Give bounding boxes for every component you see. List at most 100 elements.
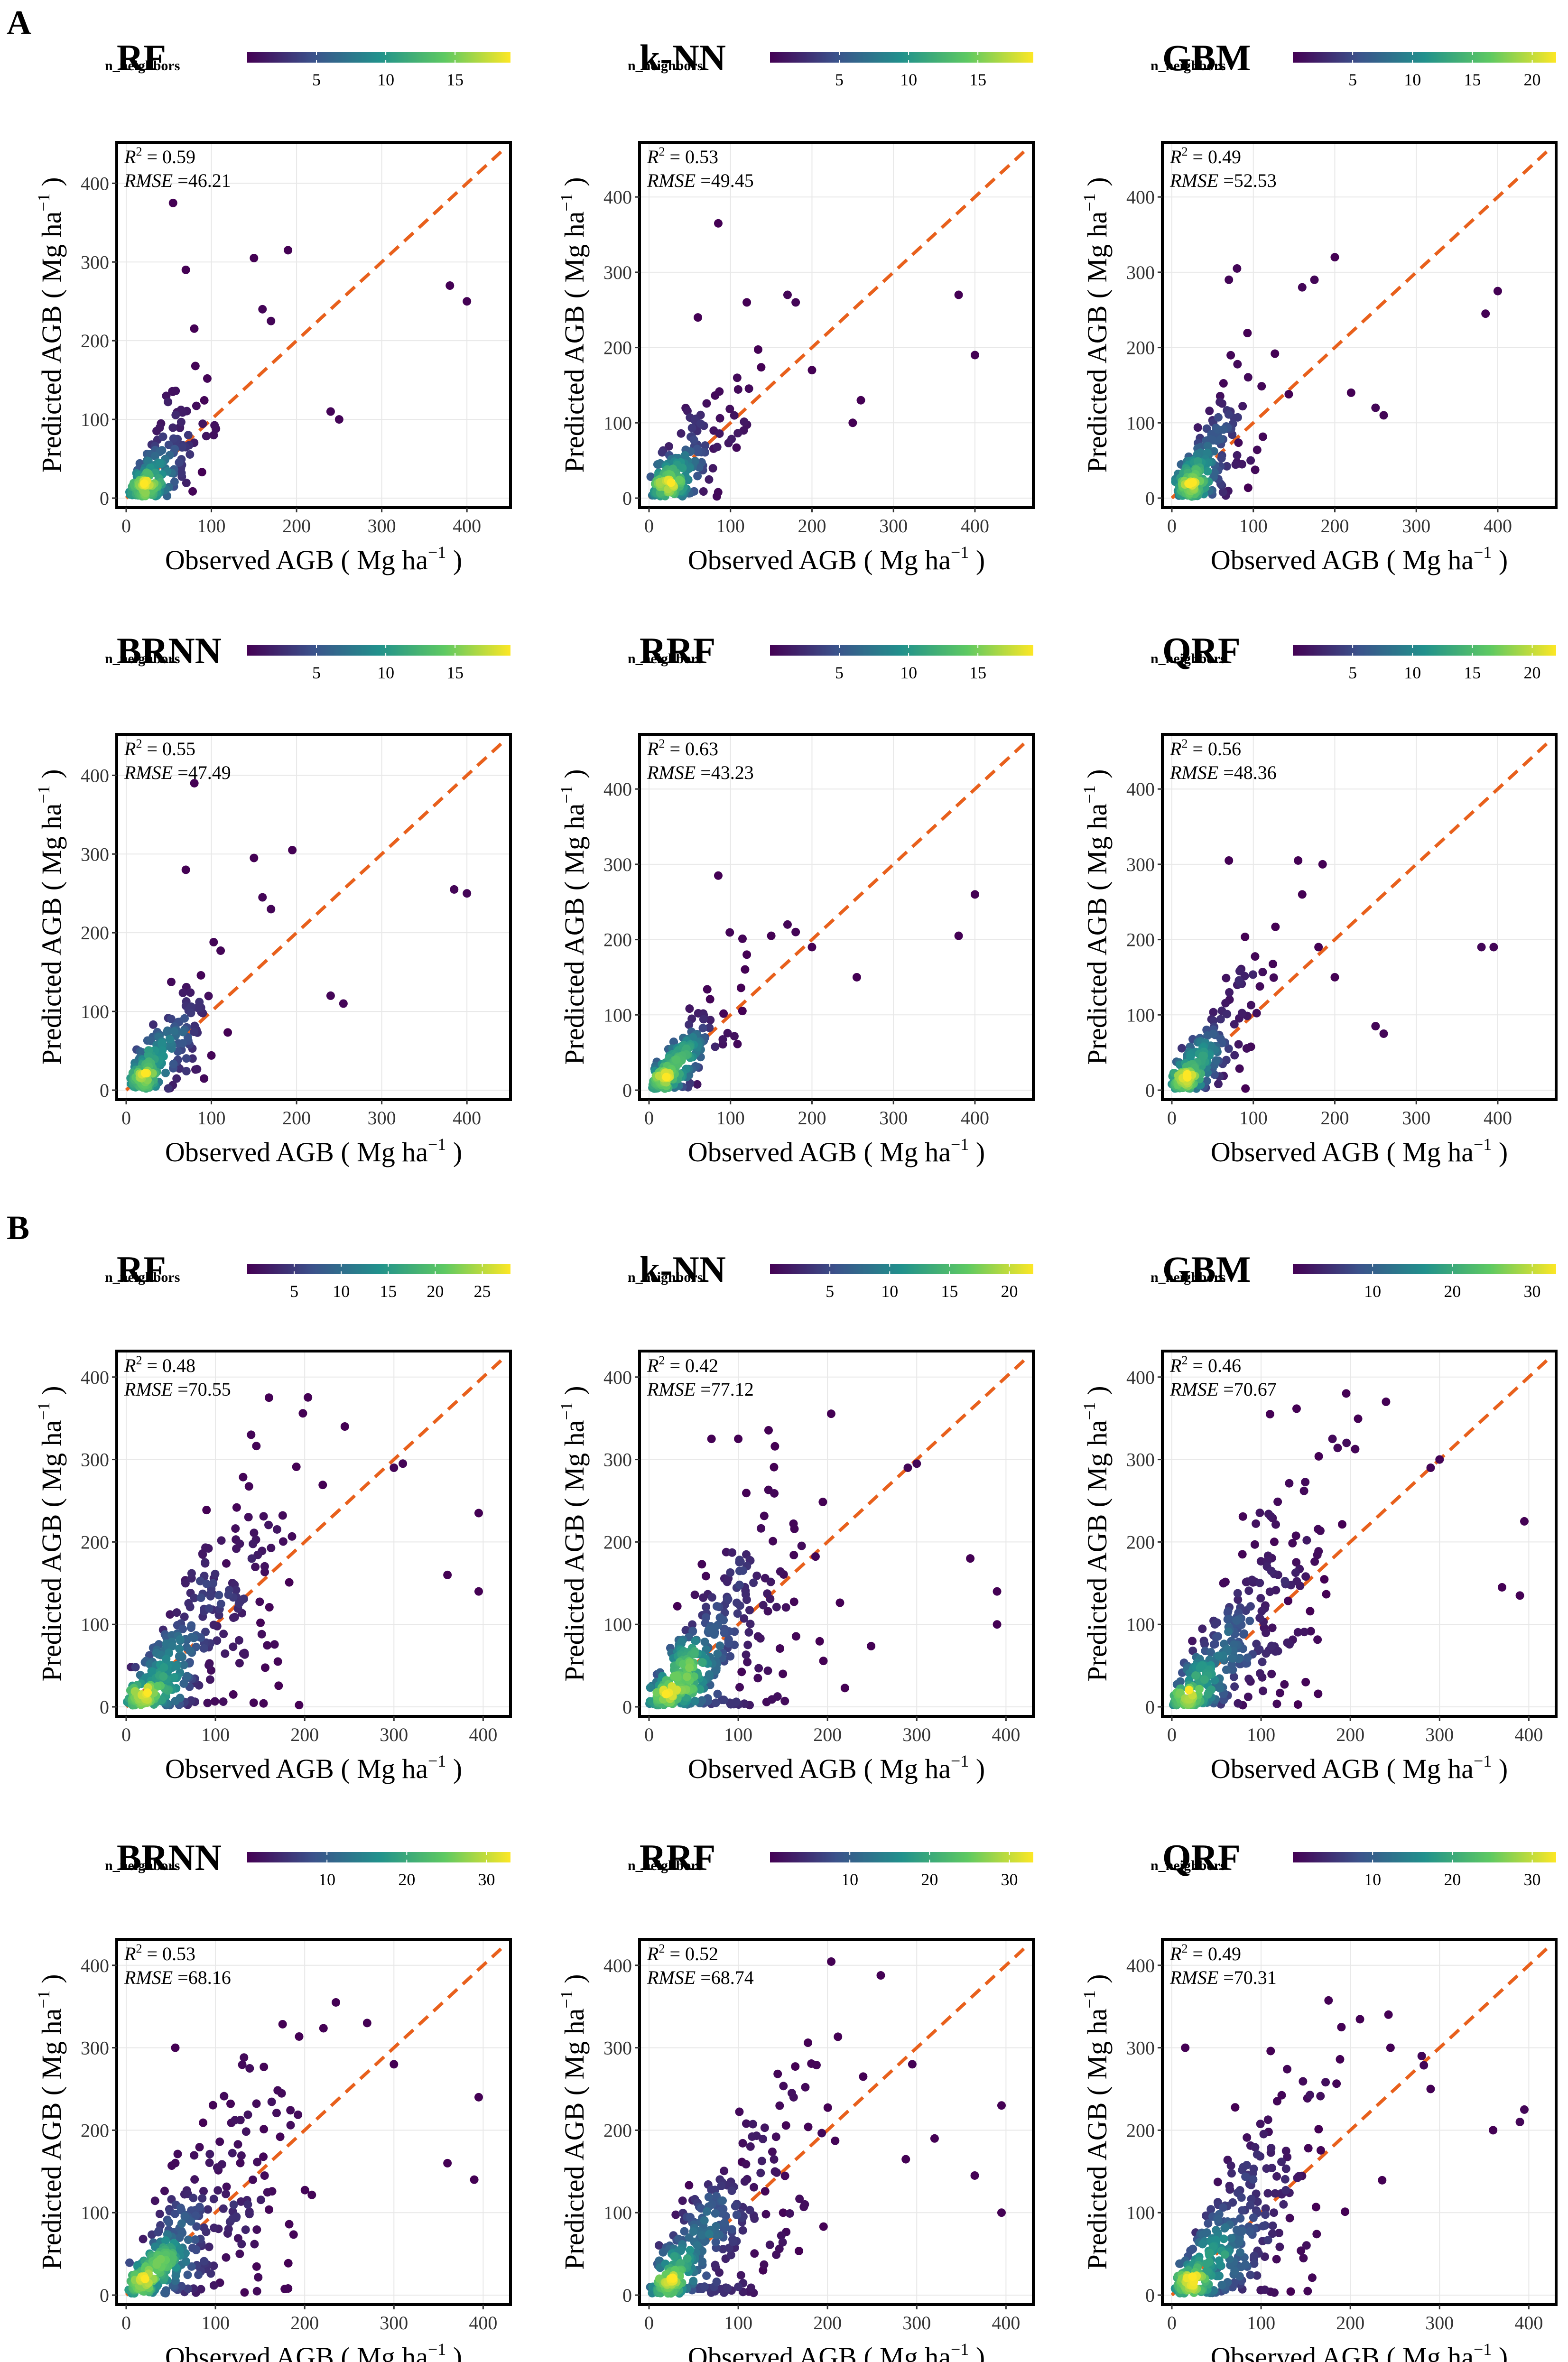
- data-point: [199, 2186, 208, 2195]
- data-point: [750, 2183, 759, 2192]
- data-point: [1253, 2271, 1262, 2280]
- data-point: [187, 1002, 196, 1011]
- y-tick-label: 300: [81, 2038, 109, 2059]
- x-axis-unit-exponent: −1: [428, 2340, 446, 2359]
- data-point: [140, 1069, 149, 1078]
- data-point: [191, 2235, 200, 2244]
- data-point: [1435, 1455, 1444, 1464]
- data-point: [216, 1599, 225, 1608]
- data-point: [661, 1690, 670, 1699]
- x-axis-unit-exponent: −1: [951, 1751, 969, 1770]
- data-point: [186, 450, 195, 459]
- x-axis-label-close: ): [446, 1753, 462, 1784]
- data-point: [1225, 988, 1234, 997]
- data-point: [697, 1658, 706, 1667]
- x-tick-label: 300: [902, 1724, 931, 1745]
- data-point: [702, 2271, 711, 2280]
- x-tick-label: 100: [724, 2312, 752, 2334]
- y-axis-label: Predicted AGB ( Mg ha−1 ): [1080, 769, 1113, 1065]
- colorbar-tick-label: 15: [446, 70, 464, 89]
- x-tick-label: 300: [879, 1107, 908, 1129]
- panel-title: k-NN: [640, 37, 726, 78]
- data-point: [1313, 1635, 1322, 1644]
- data-point: [213, 2186, 223, 2195]
- colorbar-tick-label: 20: [1444, 1282, 1461, 1301]
- r2-exponent: 2: [1181, 737, 1188, 750]
- data-point: [1293, 2173, 1302, 2182]
- data-point: [724, 1595, 733, 1604]
- colorbar-tick-label: 10: [333, 1282, 350, 1301]
- data-point: [1230, 1020, 1239, 1029]
- data-point: [1257, 382, 1266, 391]
- x-tick-label: 200: [290, 2312, 319, 2334]
- y-axis-unit-exponent: −1: [1080, 1402, 1099, 1420]
- data-point: [192, 2222, 201, 2231]
- data-point: [930, 2134, 939, 2143]
- data-point: [236, 2197, 245, 2206]
- data-point: [1259, 2222, 1268, 2231]
- data-point: [1269, 973, 1278, 982]
- legend-title: n_neighbors: [628, 1269, 703, 1285]
- colorbar-tick-label: 15: [941, 1282, 958, 1301]
- data-point: [1252, 1009, 1261, 1018]
- rmse-value: =46.21: [173, 170, 231, 191]
- x-tick-label: 100: [1239, 1107, 1268, 1129]
- data-point: [210, 2223, 219, 2232]
- data-point: [1249, 2213, 1258, 2222]
- data-point: [761, 2187, 770, 2196]
- data-point: [1193, 423, 1202, 432]
- data-point: [696, 1685, 705, 1694]
- data-point: [1205, 407, 1214, 416]
- data-point: [675, 475, 684, 484]
- data-point: [658, 448, 667, 457]
- data-point: [735, 2107, 744, 2116]
- data-point: [740, 417, 749, 426]
- colorbar-tick-label: 30: [478, 1870, 495, 1889]
- data-point: [852, 973, 861, 982]
- x-tick-label: 300: [368, 515, 396, 537]
- y-tick-label: 400: [1126, 1955, 1155, 1976]
- data-point: [903, 1463, 912, 1472]
- data-point: [167, 1631, 176, 1640]
- data-point: [654, 2241, 663, 2250]
- data-point: [1265, 1587, 1274, 1596]
- data-point: [1227, 1654, 1236, 1663]
- data-point: [232, 1503, 241, 1512]
- rmse-annotation: RMSE =68.16: [124, 1967, 231, 1988]
- panel-a-k-nn: k-NNn_neighbors 5 10 15 0 100 200 300 400 0 100 200…: [557, 37, 1035, 575]
- data-point: [182, 2257, 191, 2266]
- data-point: [252, 2225, 261, 2234]
- data-point: [787, 2089, 796, 2098]
- data-point: [760, 2260, 769, 2269]
- data-point: [688, 1620, 697, 1629]
- x-axis-label: Observed AGB ( Mg ha−1 ): [165, 2340, 462, 2362]
- legend-title: n_neighbors: [1150, 651, 1225, 667]
- data-point: [719, 1695, 728, 1704]
- data-point: [187, 1621, 196, 1630]
- colorbar-tick-label: 30: [1524, 1282, 1541, 1301]
- r2-annotation: R2 = 0.52: [647, 1942, 718, 1964]
- data-point: [1308, 2273, 1317, 2282]
- data-point: [701, 1572, 710, 1581]
- y-axis-label-text: Predicted AGB ( Mg ha: [1082, 2009, 1113, 2270]
- data-point: [1268, 2229, 1277, 2238]
- colorbar-tick-label: 25: [474, 1282, 491, 1301]
- data-point: [139, 479, 148, 488]
- panel-a-rf: RFn_neighbors 5 10 15 0 100 200 300 400 0 100 200 30…: [34, 37, 512, 575]
- data-point: [204, 1544, 213, 1553]
- data-point: [1298, 890, 1307, 899]
- data-point: [217, 1536, 226, 1545]
- data-point: [201, 1627, 210, 1636]
- data-point: [673, 1602, 682, 1611]
- data-point: [140, 2274, 149, 2283]
- data-point: [1234, 1040, 1243, 1049]
- data-point: [450, 885, 459, 894]
- data-point: [1217, 454, 1226, 463]
- r2-annotation: R2 = 0.48: [124, 1353, 195, 1376]
- data-point: [170, 1027, 179, 1036]
- data-point: [728, 2235, 737, 2244]
- data-point: [1272, 1699, 1281, 1708]
- data-point: [1213, 2177, 1222, 2186]
- data-point: [1240, 1629, 1249, 1638]
- data-point: [1306, 1627, 1315, 1636]
